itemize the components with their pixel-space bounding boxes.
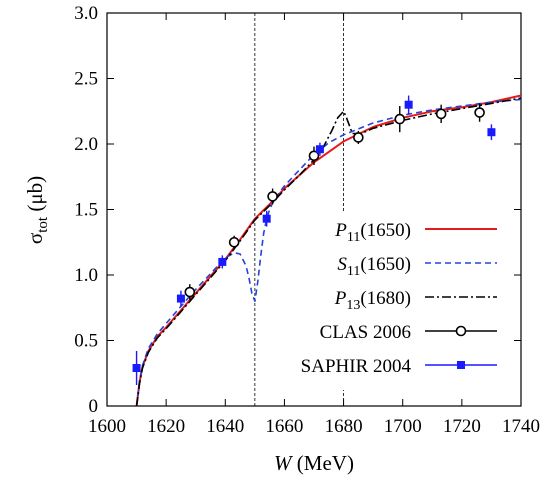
- x-tick-label: 1680: [325, 416, 363, 437]
- x-tick-label: 1700: [384, 416, 422, 437]
- legend-label-sub: 13: [346, 298, 360, 313]
- x-axis-unit: (MeV): [297, 451, 354, 475]
- x-tick-label: 1640: [206, 416, 244, 437]
- legend-label-rest: (1650): [360, 254, 411, 275]
- data-point: [435, 108, 447, 120]
- y-tick-label: 3.0: [74, 3, 98, 24]
- data-point: [184, 286, 196, 298]
- legend-label-main: S: [337, 254, 347, 275]
- data-point: [132, 364, 141, 373]
- data-points-layer: [132, 95, 496, 386]
- data-point: [267, 191, 278, 202]
- legend-label-sub: 11: [347, 230, 360, 245]
- legend-label: CLAS 2006: [320, 322, 411, 343]
- data-point: [353, 132, 364, 143]
- legend-label-sub: 11: [347, 264, 360, 279]
- data-point: [404, 100, 413, 109]
- y-tick-label: 2.5: [74, 69, 98, 90]
- series-line: [135, 98, 522, 407]
- legend-label-rest: (1650): [360, 220, 411, 241]
- x-axis-variable: W: [274, 451, 294, 475]
- data-point: [308, 150, 320, 162]
- data-point: [262, 214, 271, 223]
- data-point: [474, 107, 485, 118]
- data-point: [455, 325, 467, 337]
- x-tick-label: 1720: [443, 416, 481, 437]
- data-point: [315, 145, 324, 154]
- legend: P11(1650)S11(1650)P13(1680)CLAS 2006SAPH…: [272, 212, 510, 390]
- legend-background: [272, 212, 510, 390]
- legend-label-main: P: [334, 220, 347, 241]
- y-tick-label: 2.0: [74, 134, 98, 155]
- data-point: [457, 361, 465, 369]
- legend-label: S11(1650): [337, 254, 411, 279]
- legend-label: P11(1650): [334, 220, 411, 245]
- legend-label-main: P: [334, 288, 347, 309]
- data-point: [218, 257, 227, 266]
- x-tick-label: 1620: [147, 416, 185, 437]
- y-axis-title: σtot (μb): [23, 176, 51, 244]
- legend-label-rest: (1680): [360, 288, 411, 309]
- y-tick-label: 0: [89, 396, 99, 417]
- y-tick-label: 0.5: [74, 331, 98, 352]
- x-axis-title: W (MeV): [274, 451, 354, 475]
- data-point: [394, 113, 406, 125]
- data-point: [176, 294, 185, 303]
- x-tick-label: 1740: [502, 416, 540, 437]
- legend-label: P13(1680): [334, 288, 411, 313]
- y-tick-label: 1.5: [74, 200, 98, 221]
- x-tick-label: 1660: [265, 416, 303, 437]
- data-point: [228, 236, 240, 248]
- series-layer: [135, 94, 522, 407]
- axis-ticks: 1600 1620 1640 1660 1680 1700 1720 1740 0 0.5 1.0 1…: [74, 3, 540, 437]
- series-line: [135, 97, 522, 407]
- data-point: [487, 128, 496, 137]
- y-axis-subscript: tot: [35, 216, 51, 233]
- y-axis-symbol: σ: [23, 233, 47, 244]
- y-axis-unit: (μb): [23, 176, 47, 212]
- y-tick-label: 1.0: [74, 265, 98, 286]
- legend-label: SAPHIR 2004: [301, 356, 412, 377]
- x-tick-label: 1600: [88, 416, 126, 437]
